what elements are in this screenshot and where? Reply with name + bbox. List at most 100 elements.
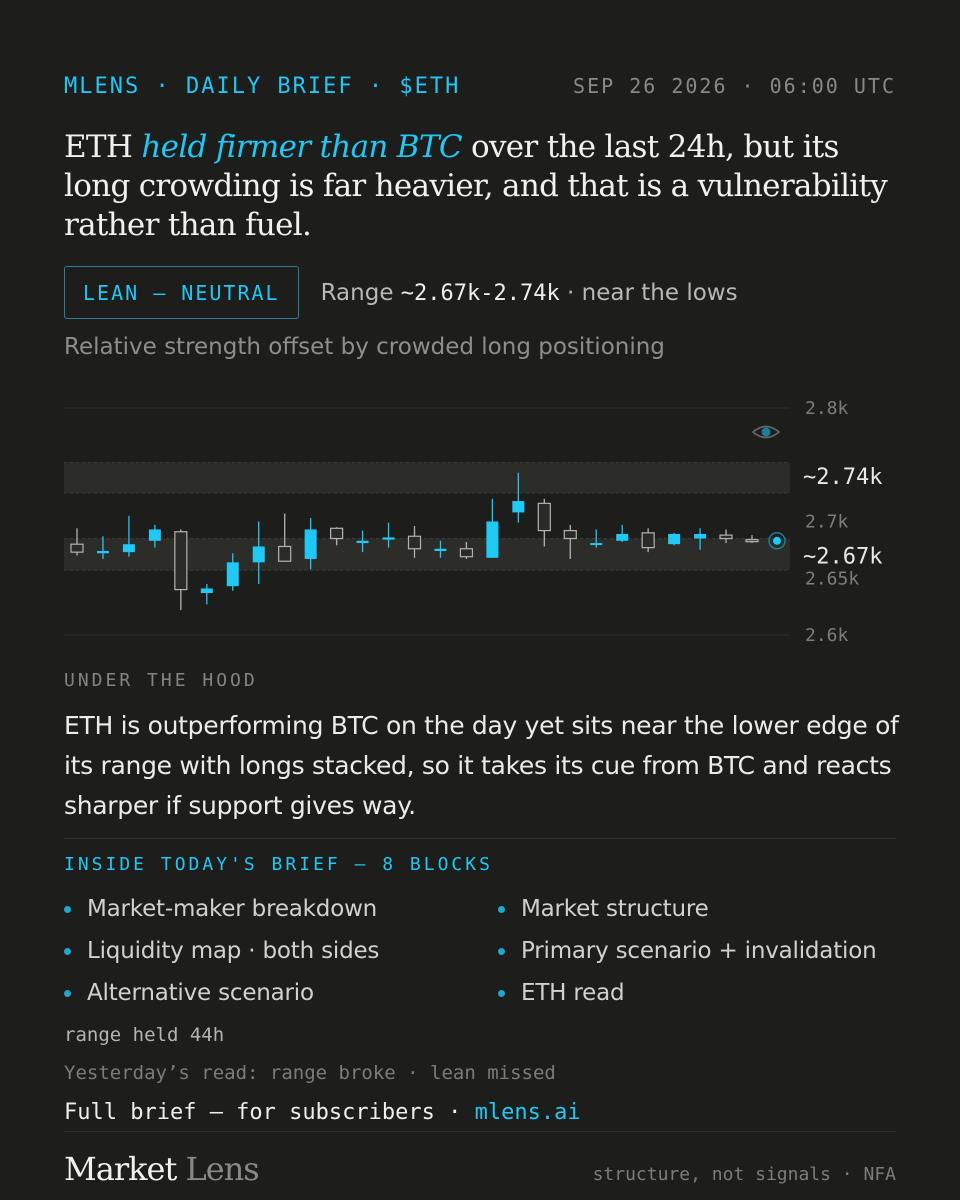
candle-body: [719, 534, 733, 540]
list-item: Alternative scenario: [64, 972, 498, 1014]
candle-body: [668, 533, 681, 545]
candle: [694, 528, 707, 550]
candle: [226, 553, 239, 591]
bullet-icon: [64, 947, 71, 955]
bullet-icon: [498, 947, 505, 955]
range-zone: [64, 462, 790, 494]
headline-pre: ETH: [64, 129, 142, 165]
range-held-status: range held 44h: [64, 1024, 225, 1046]
candle-body: [174, 531, 188, 591]
range-value: ~2.67k-2.74k: [400, 280, 560, 306]
candle: [512, 472, 525, 523]
candle: [174, 529, 188, 611]
divider-bottom: [64, 1131, 896, 1132]
candle: [382, 522, 395, 548]
list-item-label: ETH read: [521, 980, 625, 1006]
level-label: ~2.74k: [803, 465, 882, 490]
candle: [278, 513, 292, 562]
headline: ETH held firmer than BTC over the last 2…: [64, 128, 896, 245]
inside-brief-label: INSIDE TODAY'S BRIEF — 8 BLOCKS: [64, 854, 493, 875]
list-item: Market structure: [498, 888, 904, 930]
chart-labels: 2.8k 2.7k 2.65k 2.6k ~2.74k ~2.67k: [803, 398, 882, 646]
candle-body: [407, 535, 422, 550]
candle-body: [278, 545, 292, 562]
list-item-label: Alternative scenario: [87, 980, 314, 1006]
footer: Market Lens structure, not signals · NFA: [64, 1150, 896, 1188]
eye-icon: [751, 425, 781, 439]
candle: [434, 540, 447, 558]
logo-word-market: Market: [64, 1150, 177, 1188]
market-lens-logo: Market Lens: [64, 1150, 260, 1188]
bullet-icon: [498, 905, 505, 913]
candle-body: [694, 533, 707, 539]
list-item: Market-maker breakdown: [64, 888, 498, 930]
candle: [304, 518, 317, 570]
candle-body: [122, 544, 135, 553]
candle: [537, 498, 551, 547]
date-line: SEP 26 2026 · 06:00 UTC: [573, 74, 896, 98]
under-the-hood-text: ETH is outperforming BTC on the day yet …: [64, 711, 899, 820]
candle: [356, 530, 369, 553]
y-tick-label: 2.7k: [805, 512, 849, 533]
chart-zones: [64, 461, 790, 571]
yesterday-read: Yesterday’s read: range broke · lean mis…: [64, 1062, 556, 1084]
range-zone: [64, 538, 790, 571]
candle-body: [96, 551, 109, 554]
candle: [616, 524, 629, 542]
candle-body: [330, 527, 344, 540]
candle-body: [537, 502, 551, 532]
full-brief-cta: Full brief — for subscribers · mlens.ai: [64, 1100, 581, 1125]
headline-accent: held firmer than BTC: [141, 129, 462, 165]
candle: [745, 535, 759, 544]
candle: [486, 498, 499, 558]
bullet-icon: [64, 989, 71, 997]
candle: [330, 527, 344, 546]
range-prefix: Range: [320, 279, 401, 306]
list-item-label: Market-maker breakdown: [87, 896, 378, 922]
under-the-hood-label: UNDER THE HOOD: [64, 670, 258, 691]
candle: [252, 521, 265, 584]
list-item-label: Liquidity map · both sides: [87, 938, 380, 964]
y-tick-label: 2.65k: [805, 568, 859, 589]
candle-body: [641, 532, 655, 549]
cta-text: Full brief — for subscribers ·: [64, 1100, 475, 1125]
logo-word-lens: Lens: [176, 1150, 260, 1188]
list-item: Liquidity map · both sides: [64, 930, 498, 972]
top-bar: MLENS · DAILY BRIEF · $ETH SEP 26 2026 ·…: [64, 74, 896, 99]
candle-body: [304, 529, 317, 559]
list-item-label: Primary scenario + invalidation: [521, 938, 877, 964]
candle-body: [590, 543, 603, 546]
candle-body: [70, 543, 84, 553]
candle-body: [252, 546, 265, 563]
candle-body: [356, 540, 369, 544]
candle-body: [434, 548, 447, 552]
candle: [668, 532, 681, 546]
divider-top: [64, 838, 896, 839]
candle: [563, 524, 577, 559]
y-tick-label: 2.6k: [805, 625, 849, 646]
candle: [590, 529, 603, 548]
candle-body: [382, 537, 395, 540]
brief-blocks-list: Market-maker breakdown Market structure …: [64, 888, 904, 1014]
chart-grid: [64, 407, 790, 636]
tagline: structure, not signals · NFA: [592, 1164, 896, 1185]
range-text: Range ~2.67k-2.74k · near the lows: [321, 280, 738, 306]
y-tick-label: 2.8k: [805, 398, 849, 419]
candle: [200, 583, 213, 605]
candle: [407, 526, 422, 558]
subscribe-link[interactable]: mlens.ai: [474, 1100, 581, 1125]
price-chart: 2.8k 2.7k 2.65k 2.6k ~2.74k ~2.67k: [64, 398, 882, 646]
headline-post: over the last 24h, but its long crowding…: [64, 129, 888, 243]
candle: [719, 529, 733, 544]
candle-body: [226, 562, 239, 587]
candle-body: [745, 539, 759, 543]
brand-line: MLENS · DAILY BRIEF · $ETH: [64, 74, 461, 99]
candle-body: [563, 529, 577, 540]
candle: [96, 536, 109, 559]
list-item-label: Market structure: [521, 896, 709, 922]
bullet-icon: [498, 989, 505, 997]
bullet-icon: [64, 905, 71, 913]
candle: [641, 528, 655, 553]
level-label: ~2.67k: [803, 545, 882, 570]
last-price-dot: [773, 536, 781, 545]
